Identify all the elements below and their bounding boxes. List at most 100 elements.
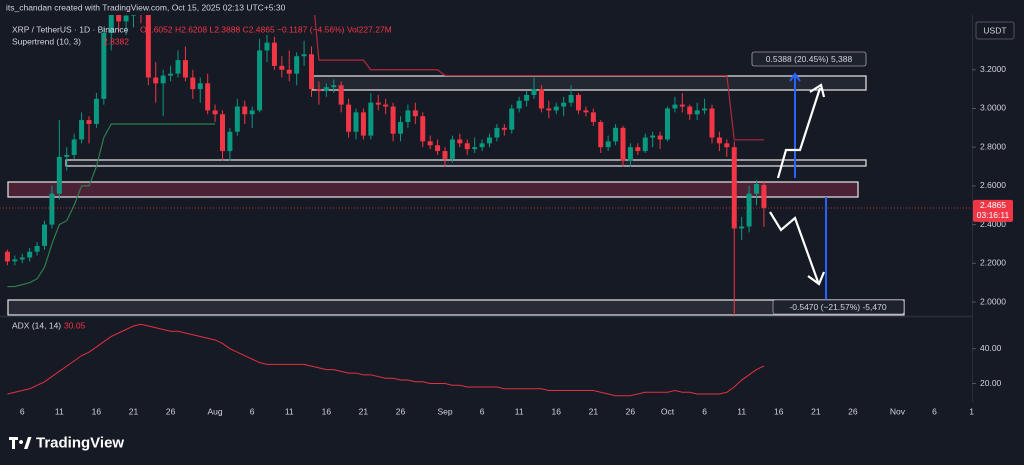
candle-body — [398, 122, 403, 134]
x-tick-label: 6 — [702, 406, 707, 416]
axes: 2.0000 2.2000 2.4000 2.6000 2.8000 3.0000 3.20… — [20, 64, 1013, 416]
measures: 0.5388 (20.45%) 5,388 -0.5470 (−21.57%) … — [0, 51, 972, 315]
candle-body — [197, 83, 203, 90]
candle-body — [731, 147, 737, 229]
candle-body — [323, 87, 329, 92]
x-tick-label: 26 — [626, 406, 636, 416]
x-tick-label: Nov — [890, 406, 906, 416]
down-arrow — [769, 211, 820, 283]
candle-body — [657, 135, 663, 140]
y-tick-label: 2.0000 — [980, 296, 1006, 306]
supertrend-value: 2.8382 — [103, 36, 129, 46]
candle-body — [405, 110, 411, 123]
candle-body — [108, 15, 114, 33]
countdown-label: 03:16:11 — [977, 210, 1010, 220]
candle-body — [702, 108, 708, 111]
candle-body — [212, 110, 218, 115]
candle-body — [49, 193, 55, 225]
candle-body — [56, 156, 62, 194]
measure-up-arrow — [789, 72, 801, 82]
candle-body — [709, 108, 715, 138]
candle-body — [546, 108, 552, 111]
candle-body — [479, 143, 485, 148]
candle-body — [279, 65, 285, 70]
candle-body — [346, 104, 352, 132]
candle-body — [294, 56, 300, 74]
candle-body — [257, 50, 263, 111]
candle-body — [190, 77, 196, 90]
candle-body — [220, 114, 225, 152]
candle-body — [620, 127, 626, 161]
x-tick-label: 26 — [166, 406, 176, 416]
candle-body — [353, 112, 359, 132]
y-tick-label: 40.00 — [980, 343, 1002, 353]
candle-body — [524, 94, 530, 101]
y-tick-label: 20.00 — [980, 378, 1002, 388]
candle-body — [739, 226, 745, 229]
candle-body — [627, 147, 633, 161]
adx-line — [7, 323, 765, 397]
candle-body — [64, 154, 70, 157]
x-tick-label: 16 — [322, 406, 332, 416]
candle-body — [420, 116, 426, 142]
supertrend-line — [314, 15, 764, 141]
candle-body — [145, 15, 151, 78]
credit: its_chandan created with TradingView.com… — [6, 2, 286, 12]
candle-body — [435, 145, 441, 152]
candle-body — [754, 183, 759, 194]
x-tick-label: 26 — [848, 406, 858, 416]
candle-body — [613, 127, 619, 142]
candle-body — [175, 60, 181, 74]
candle-body — [227, 131, 233, 152]
candle-body — [27, 251, 33, 258]
currency-box[interactable] — [975, 21, 1015, 40]
support-zone — [65, 159, 867, 167]
measure-down-label: -0.5470 (−21.57%) -5,470 — [789, 302, 886, 312]
candle-body — [79, 120, 85, 140]
y-tick-label: 2.2000 — [980, 258, 1006, 268]
target-zone — [7, 299, 905, 316]
candle-body — [116, 15, 122, 22]
candle-body — [746, 193, 752, 227]
candle-body — [724, 143, 730, 148]
candle-body — [516, 100, 522, 109]
last-price-badge — [973, 199, 1013, 222]
price-pane — [4, 15, 767, 315]
candle-body — [316, 89, 322, 92]
candle-body — [679, 104, 685, 107]
x-tick-label: 21 — [811, 406, 821, 416]
candle-body — [101, 33, 107, 99]
x-tick-label: 16 — [774, 406, 784, 416]
candle-body — [242, 106, 248, 115]
symbol-title: XRP / TetherUS · 1D · Binance — [12, 24, 129, 34]
candle-body — [501, 127, 507, 130]
candle-body — [12, 259, 18, 262]
candle-body — [665, 108, 670, 140]
y-tick-label: 2.4000 — [980, 219, 1006, 229]
x-tick-label: Sep — [437, 406, 452, 416]
supertrend-legend: Supertrend (10, 3) — [12, 36, 81, 46]
candle-body — [449, 139, 455, 159]
candle-body — [131, 15, 136, 16]
candle-body — [153, 77, 159, 84]
candle-body — [86, 120, 92, 124]
candle-body — [687, 106, 693, 115]
x-tick-label: 21 — [129, 406, 139, 416]
candle-body — [716, 137, 722, 144]
currency[interactable]: USDT — [983, 25, 1006, 35]
candle-body — [761, 184, 767, 208]
y-tick-label: 3.2000 — [980, 64, 1006, 74]
candle-body — [301, 54, 307, 57]
candle-body — [635, 147, 641, 152]
x-tick-label: Oct — [661, 406, 675, 416]
candle-body — [249, 110, 255, 115]
candle-body — [561, 102, 567, 107]
candle-body — [672, 104, 678, 109]
candle-body — [590, 112, 596, 123]
up-arrow-head — [809, 83, 826, 98]
x-tick-label: 11 — [515, 406, 524, 416]
candle-body — [205, 83, 211, 111]
x-tick-label: 6 — [932, 406, 937, 416]
